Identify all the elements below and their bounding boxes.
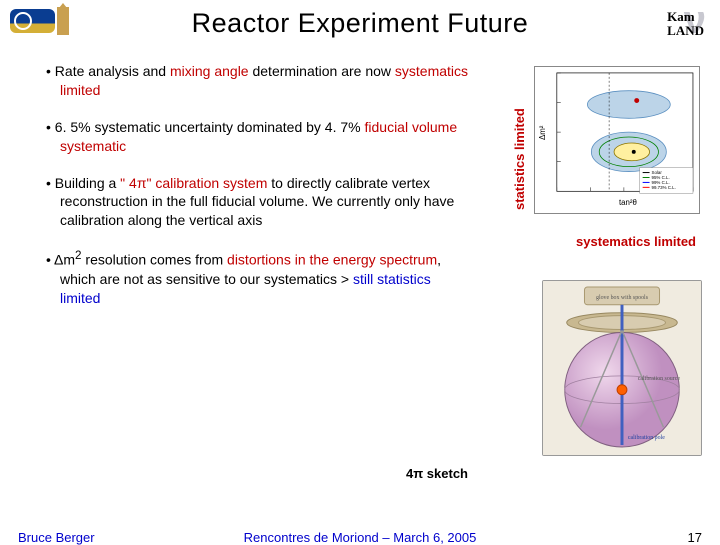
page-number: 17 — [688, 530, 702, 545]
detector-sketch-figure: glove box with spools calibration pole c… — [542, 280, 702, 456]
plot-svg-icon: Solar 95% C.L. 99% C.L. 99.73% C.L. tan²… — [535, 67, 699, 213]
bullet-list: • Rate analysis and mixing angle determi… — [32, 62, 472, 326]
svg-text:Δm²: Δm² — [538, 125, 547, 140]
slide-header: Reactor Experiment Future ν KamLAND — [0, 0, 720, 50]
exclusion-plot-figure: statistics limited Solar 95% C.L. 99% C — [516, 66, 704, 218]
svg-text:tan²θ: tan²θ — [619, 198, 637, 207]
exclusion-plot: Solar 95% C.L. 99% C.L. 99.73% C.L. tan²… — [534, 66, 700, 214]
svg-text:calibration pole: calibration pole — [628, 435, 665, 441]
slide-title: Reactor Experiment Future — [0, 8, 720, 39]
kamland-logo: ν KamLAND — [645, 4, 710, 44]
kamland-text: KamLAND — [667, 10, 704, 39]
stats-limited-label: statistics limited — [512, 108, 527, 210]
berkeley-lab-logo — [10, 6, 80, 36]
systematics-limited-label: systematics limited — [576, 234, 696, 249]
sketch-label: 4π sketch — [406, 466, 468, 481]
bullet-item: • 6. 5% systematic uncertainty dominated… — [32, 118, 472, 156]
bullet-item: • Rate analysis and mixing angle determi… — [32, 62, 472, 100]
footer-conference: Rencontres de Moriond – March 6, 2005 — [0, 530, 720, 545]
detector-sketch-icon: glove box with spools calibration pole c… — [543, 281, 701, 455]
svg-text:99.73% C.L.: 99.73% C.L. — [652, 185, 676, 190]
bullet-item: • Building a " 4π" calibration system to… — [32, 174, 472, 231]
svg-text:glove box with spools: glove box with spools — [596, 295, 649, 301]
bullet-item: • Δm2 resolution comes from distortions … — [32, 248, 472, 307]
svg-text:calibration source: calibration source — [638, 376, 681, 382]
campanile-icon — [57, 7, 69, 35]
lab-badge-icon — [10, 9, 55, 33]
